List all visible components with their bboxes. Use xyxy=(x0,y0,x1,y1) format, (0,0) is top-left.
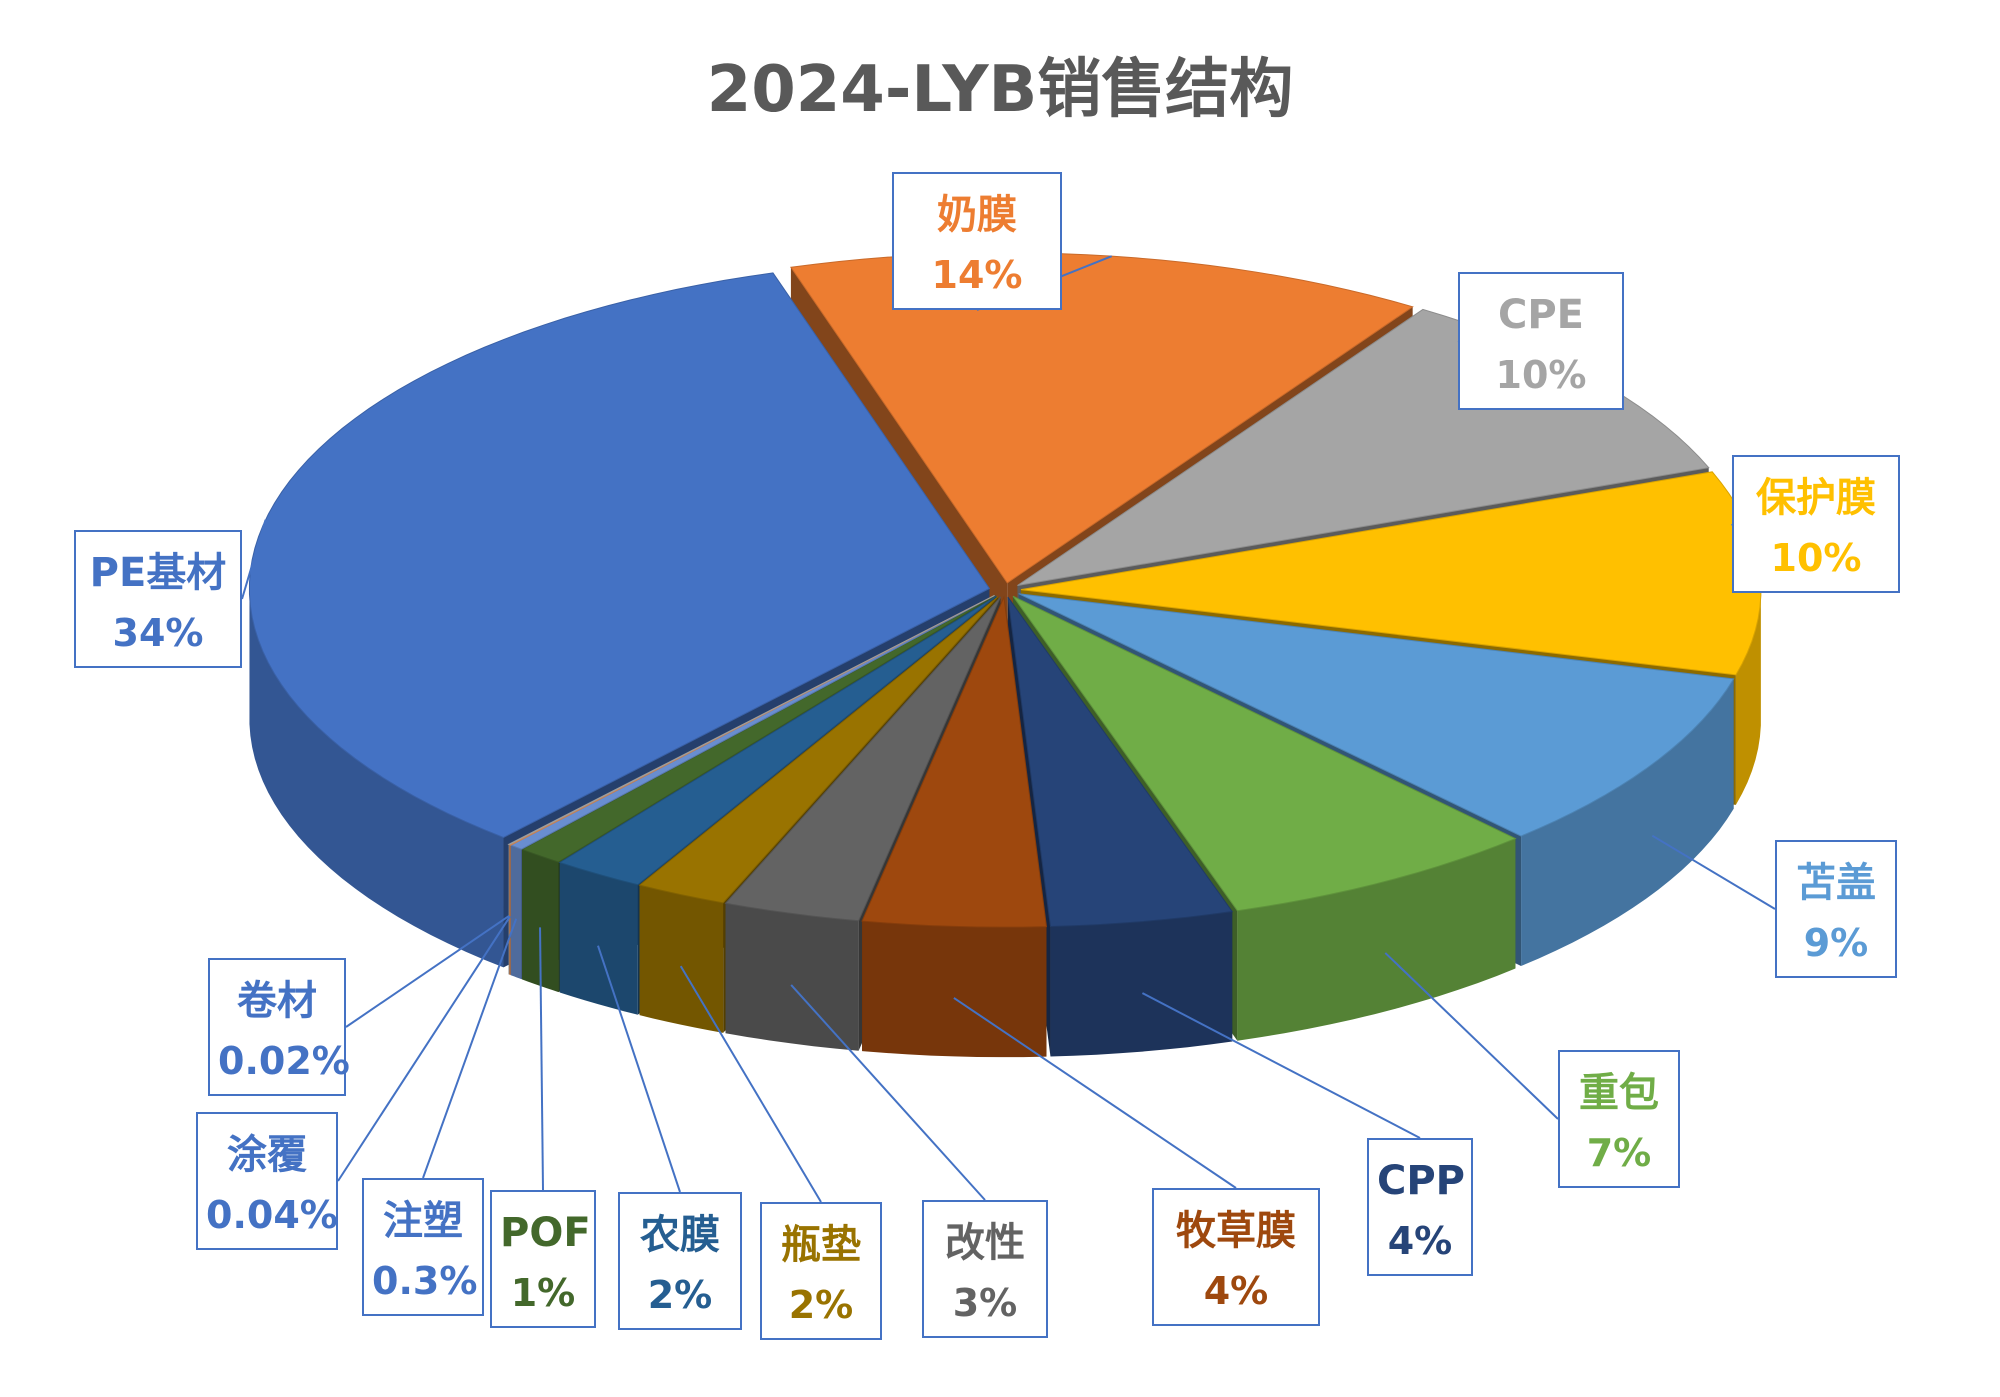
slice-side-wall xyxy=(725,903,859,1051)
slice-item-5 xyxy=(1007,596,1234,928)
leader-line xyxy=(1141,992,1421,1139)
leader-line xyxy=(679,965,822,1203)
callout-category: CPP xyxy=(1377,1158,1465,1204)
slice-side-wall xyxy=(510,845,522,980)
data-label-callout: 牧草膜 4% xyxy=(1152,1188,1320,1326)
leader-line xyxy=(337,915,511,1182)
data-label-callout: CPP 4% xyxy=(1367,1138,1473,1276)
data-label-callout: 卷材 0.02% xyxy=(208,958,350,1096)
data-label-callout: 涂覆 0.04% xyxy=(196,1112,338,1250)
callout-percentage: 4% xyxy=(1203,1269,1269,1313)
slice-item-6 xyxy=(861,595,1048,928)
callout-percentage: 7% xyxy=(1586,1131,1652,1175)
callout-category: 改性 xyxy=(945,1220,1025,1266)
leader-lines xyxy=(241,255,1776,1203)
data-label-callout: PE基材 34% xyxy=(74,530,242,668)
callout-percentage: 14% xyxy=(931,253,1023,297)
callout-category: 农膜 xyxy=(640,1212,720,1258)
slice-side-wall xyxy=(639,885,724,1033)
slice-side-wall xyxy=(249,582,504,968)
leader-line xyxy=(1651,834,1776,910)
chart-title: 2024-LYB销售结构 xyxy=(706,53,1294,127)
slice-side-wall xyxy=(862,921,1047,1058)
slice-side-wall xyxy=(508,844,510,975)
data-label-callout: 保护膜 10% xyxy=(1732,455,1900,593)
data-label-callout: 改性 3% xyxy=(922,1200,1048,1338)
callout-category: 瓶垫 xyxy=(781,1222,861,1268)
callout-category: POF xyxy=(500,1210,591,1256)
data-label-callout: 奶膜 14% xyxy=(892,172,1062,310)
slice-side-wall xyxy=(521,849,559,993)
callout-percentage: 4% xyxy=(1387,1219,1453,1263)
slice-item-3 xyxy=(1018,593,1735,837)
data-label-callout: 瓶垫 2% xyxy=(760,1202,882,1340)
leader-line xyxy=(597,945,681,1193)
leader-line xyxy=(1384,952,1559,1120)
slice-item-9 xyxy=(558,595,997,886)
callout-category: 奶膜 xyxy=(937,192,1017,238)
slice-item-13 xyxy=(507,594,995,846)
data-label-callout: 注塑 0.3% xyxy=(362,1178,484,1316)
callout-category: 重包 xyxy=(1579,1070,1659,1116)
slice-pe-substrate xyxy=(248,272,991,838)
slice-side-wall xyxy=(509,844,511,976)
slice-item-8 xyxy=(638,596,999,904)
slice-side-wall xyxy=(1521,678,1734,967)
leader-line xyxy=(345,915,510,1028)
slice-item-4 xyxy=(1012,595,1517,912)
callout-percentage: 9% xyxy=(1803,921,1869,965)
leader-line xyxy=(539,927,544,1191)
callout-category: 注塑 xyxy=(383,1198,463,1244)
slice-item-7 xyxy=(724,596,1001,922)
callout-category: 涂覆 xyxy=(227,1132,307,1178)
leader-line xyxy=(953,997,1237,1189)
callout-category: 卷材 xyxy=(237,978,317,1024)
callout-category: 牧草膜 xyxy=(1176,1208,1296,1254)
data-label-callout: 苫盖 9% xyxy=(1775,840,1897,978)
slice-side-wall xyxy=(559,862,638,1015)
callout-percentage: 34% xyxy=(112,611,204,655)
callout-category: 保护膜 xyxy=(1756,475,1876,521)
callout-percentage: 10% xyxy=(1495,353,1587,397)
leader-line xyxy=(422,918,518,1179)
callout-percentage: 1% xyxy=(510,1271,576,1315)
slice-side-wall xyxy=(1735,583,1761,805)
callout-percentage: 10% xyxy=(1770,536,1862,580)
callout-percentage: 3% xyxy=(952,1281,1018,1325)
data-label-callout: POF 1% xyxy=(490,1190,596,1328)
leader-line xyxy=(790,984,986,1201)
callout-category: PE基材 xyxy=(89,550,227,596)
slice-side-wall xyxy=(1237,838,1516,1041)
callout-category: CPE xyxy=(1498,292,1584,338)
callout-percentage: 0.04% xyxy=(206,1193,338,1237)
callout-percentage: 0.3% xyxy=(372,1259,478,1303)
slice-item-0 xyxy=(790,252,1414,584)
callout-category: 苫盖 xyxy=(1796,860,1876,906)
leader-line xyxy=(241,519,267,600)
data-label-callout: 重包 7% xyxy=(1558,1050,1680,1188)
data-label-callout: CPE 10% xyxy=(1458,272,1624,410)
callout-percentage: 0.02% xyxy=(218,1039,350,1083)
callout-percentage: 2% xyxy=(647,1273,713,1317)
slice-side-wall xyxy=(1050,911,1233,1057)
callout-percentage: 2% xyxy=(788,1283,854,1327)
data-label-callout: 农膜 2% xyxy=(618,1192,742,1330)
pie-top-layer xyxy=(248,252,1762,928)
